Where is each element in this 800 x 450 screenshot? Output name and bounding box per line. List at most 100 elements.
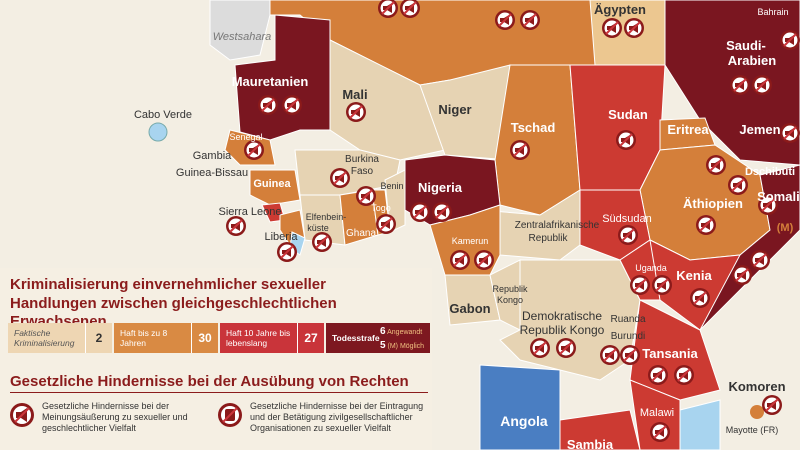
icon-part bbox=[261, 98, 275, 112]
legend-box: Haft 10 Jahre bis lebenslang 27 bbox=[220, 323, 324, 353]
label: Mali bbox=[342, 87, 367, 102]
legend-label: Haft 10 Jahre bis lebenslang bbox=[226, 328, 291, 348]
label: Gabon bbox=[449, 301, 490, 316]
icon-part bbox=[403, 1, 417, 15]
icon-part bbox=[477, 253, 491, 267]
legend-item: Gesetzliche Hindernisse bei der Eintragu… bbox=[250, 401, 424, 433]
label: (M) bbox=[777, 222, 794, 234]
label: Togo bbox=[371, 203, 391, 213]
icon-part bbox=[435, 205, 449, 219]
icon-part bbox=[280, 245, 294, 259]
label: Somalia bbox=[757, 189, 800, 204]
legend-title: Kriminalisierung einvernehmlicher sexuel… bbox=[10, 276, 326, 293]
label: Burundi bbox=[611, 331, 645, 342]
legend-label: Faktische Kriminalisierung bbox=[14, 328, 75, 348]
label: Gambia bbox=[193, 150, 232, 162]
icon-part bbox=[735, 268, 749, 282]
cabo-verde bbox=[148, 122, 168, 142]
icon-part bbox=[765, 398, 779, 412]
legend-death: 6 Angewandt 5 (M) Möglich bbox=[380, 325, 424, 353]
legend-box: Faktische Kriminalisierung 2 bbox=[8, 323, 112, 353]
icon-part bbox=[533, 341, 547, 355]
icon-part bbox=[755, 78, 769, 92]
label: Ägypten bbox=[594, 2, 646, 17]
legend-count: 27 bbox=[297, 323, 324, 353]
label: Benin bbox=[380, 181, 403, 191]
label: Uganda bbox=[635, 263, 667, 273]
label: Liberia bbox=[264, 231, 298, 243]
label: Senegal bbox=[229, 132, 262, 142]
comoros bbox=[750, 405, 764, 419]
legend-icons bbox=[10, 403, 242, 427]
icon-part bbox=[733, 78, 747, 92]
label: Tansania bbox=[642, 346, 698, 361]
label: Republik Kongo bbox=[520, 323, 605, 337]
icon-part bbox=[605, 21, 619, 35]
legend-count: 30 bbox=[191, 323, 218, 353]
legend: Kriminalisierung einvernehmlicher sexuel… bbox=[0, 268, 432, 450]
label: Komoren bbox=[728, 379, 785, 394]
legend-count: 6 bbox=[380, 326, 386, 337]
label: Kenia bbox=[676, 268, 712, 283]
icon-part bbox=[559, 341, 573, 355]
label: Faso bbox=[351, 166, 374, 177]
legend-box: Todesstrafe 6 Angewandt 5 (M) Möglich bbox=[326, 323, 430, 353]
icon-part bbox=[513, 143, 527, 157]
label: Mauretanien bbox=[232, 74, 309, 89]
label: Kongo bbox=[497, 295, 523, 305]
icon-part bbox=[783, 126, 797, 140]
label: Republik bbox=[529, 233, 569, 244]
label: Sudan bbox=[608, 107, 648, 122]
label: Ruanda bbox=[610, 314, 645, 325]
westsahara bbox=[209, 0, 271, 61]
label: Südsudan bbox=[602, 213, 652, 225]
legend-box: Haft bis zu 8 Jahren 30 bbox=[114, 323, 218, 353]
icon-part bbox=[651, 368, 665, 382]
label: Ghana bbox=[346, 228, 376, 239]
mozambique bbox=[679, 399, 721, 450]
label: Arabien bbox=[728, 53, 776, 68]
label: Nigeria bbox=[418, 180, 463, 195]
section-title: Gesetzliche Hindernisse bei der Ausübung… bbox=[10, 373, 409, 390]
label: Jemen bbox=[739, 122, 780, 137]
label: Demokratische bbox=[522, 309, 602, 323]
chad bbox=[494, 64, 581, 216]
icon-part bbox=[653, 425, 667, 439]
icon-part bbox=[753, 253, 767, 267]
icon-part bbox=[349, 105, 363, 119]
label: Saudi- bbox=[726, 38, 766, 53]
icon-part bbox=[603, 348, 617, 362]
label: Niger bbox=[438, 102, 471, 117]
icon-part bbox=[783, 33, 797, 47]
icon-part bbox=[699, 218, 713, 232]
guinea bbox=[249, 169, 301, 206]
label: Mayotte (FR) bbox=[726, 425, 779, 435]
icon-part bbox=[285, 98, 299, 112]
label: Bahrain bbox=[757, 7, 788, 17]
label: Cabo Verde bbox=[134, 109, 192, 121]
legend-label: (M) Möglich bbox=[387, 343, 425, 350]
label: Äthiopien bbox=[683, 196, 743, 211]
legend-label: Angewandt bbox=[387, 329, 423, 336]
icon-part bbox=[381, 1, 395, 15]
label: Eritrea bbox=[667, 122, 709, 137]
label: Sambia bbox=[567, 437, 614, 450]
icon-part bbox=[677, 368, 691, 382]
icon-part bbox=[619, 133, 633, 147]
icon-part bbox=[229, 219, 243, 233]
legend-count: 5 bbox=[380, 340, 386, 351]
icon-part bbox=[621, 228, 635, 242]
label: Kamerun bbox=[452, 236, 489, 246]
icon-part bbox=[333, 171, 347, 185]
label: Elfenbein- bbox=[306, 212, 347, 222]
icon-part bbox=[633, 278, 647, 292]
label: Malawi bbox=[640, 407, 674, 419]
angola bbox=[479, 364, 561, 450]
icon-part bbox=[731, 178, 745, 192]
icon-part bbox=[709, 158, 723, 172]
legend-item: Gesetzliche Hindernisse bei der Meinungs… bbox=[42, 401, 188, 433]
icon-speech bbox=[10, 403, 34, 427]
label: Dschibuti bbox=[745, 166, 795, 178]
